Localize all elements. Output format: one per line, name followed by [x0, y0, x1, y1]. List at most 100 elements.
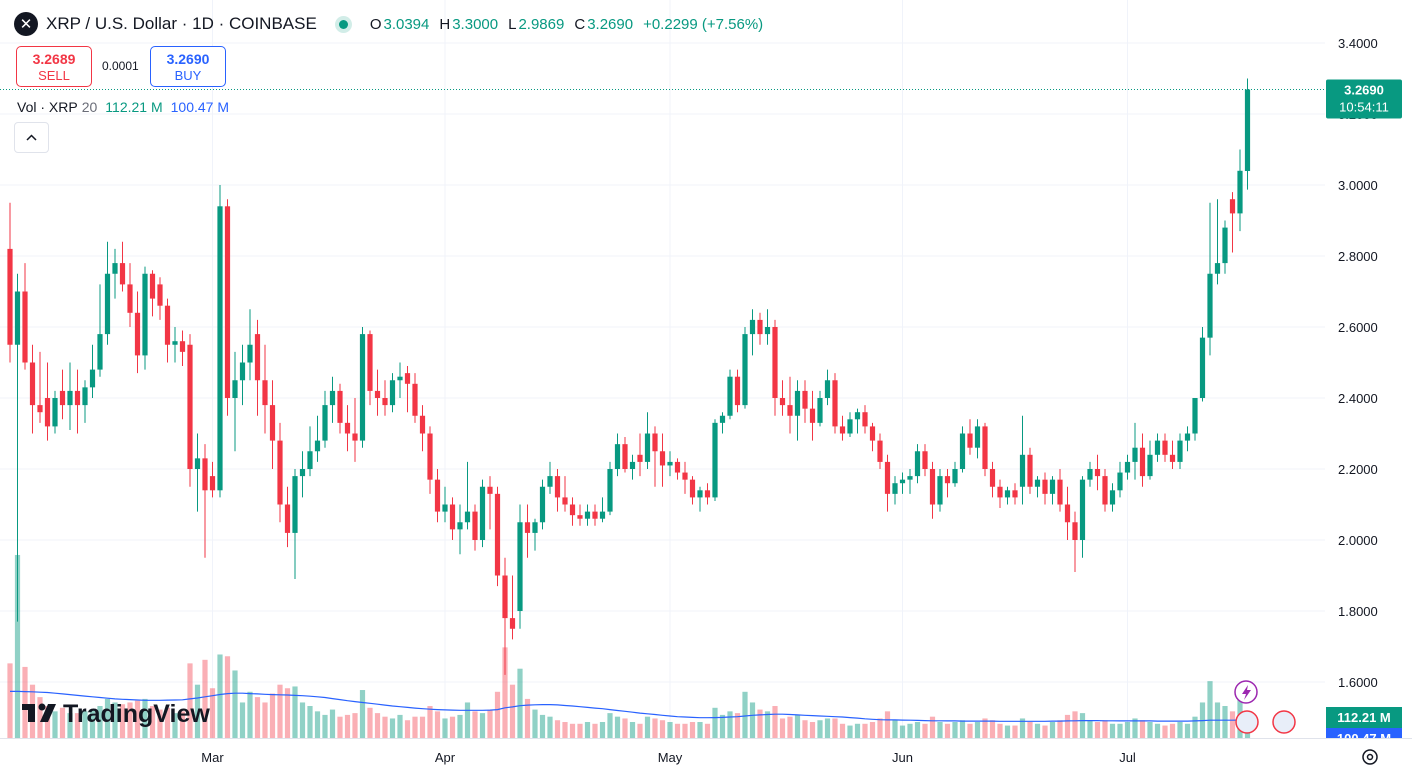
last-price-tag: [1326, 79, 1402, 119]
candle-body: [74, 390, 81, 406]
candle-body: [1072, 522, 1078, 541]
volume-bar: [614, 716, 621, 738]
candle-body: [937, 476, 943, 505]
candle-body: [307, 451, 313, 470]
candle-body: [854, 412, 861, 420]
candle-body: [727, 376, 733, 416]
volume-bar: [7, 663, 13, 738]
volume-bar: [584, 722, 591, 738]
candle-body: [952, 469, 958, 484]
candle-body: [982, 426, 988, 470]
volume-bar: [832, 718, 838, 738]
volume-bar: [217, 654, 223, 738]
volume-name[interactable]: Vol · XRP: [17, 99, 78, 115]
candle-body: [157, 284, 163, 306]
volume-value: 112.21 M: [105, 99, 163, 115]
candle-body: [1109, 490, 1116, 505]
candle-body: [509, 618, 516, 629]
volume-bar: [464, 702, 471, 738]
candle-body: [847, 419, 853, 434]
volume-bar: [1064, 714, 1071, 738]
volume-bar: [899, 725, 906, 738]
volume-bar: [659, 720, 666, 738]
candle-body: [1079, 479, 1086, 541]
buy-label: BUY: [174, 68, 202, 83]
candle-body: [944, 476, 951, 484]
volume-bar: [1012, 725, 1018, 738]
last-price-label: 3.2690: [1344, 82, 1384, 97]
volume-bar: [787, 716, 793, 738]
volume-bar: [479, 713, 486, 738]
volume-bar: [847, 725, 853, 738]
candle-body: [202, 458, 208, 491]
candle-body: [1207, 273, 1213, 338]
x-tick-label: Mar: [201, 750, 224, 765]
x-tick-label: May: [658, 750, 683, 765]
volume-bar: [1124, 722, 1131, 738]
volume-bar: [1034, 723, 1041, 738]
symbol-header: ✕ XRP / U.S. Dollar · 1D · COINBASE O 3.0…: [14, 12, 771, 36]
volume-bar: [1132, 718, 1138, 738]
symbol-logo: ✕: [14, 12, 38, 36]
volume-bar: [247, 691, 253, 738]
candle-body: [922, 451, 928, 470]
candle-body: [1147, 454, 1153, 477]
candle-body: [59, 390, 66, 406]
event-flag[interactable]: [1235, 710, 1259, 734]
candle-body: [179, 341, 186, 352]
volume-bar: [674, 723, 681, 738]
event-flag[interactable]: [1272, 710, 1296, 734]
volume-bar: [127, 702, 133, 738]
candle-body: [599, 511, 606, 519]
volume-bar: [119, 704, 126, 738]
settings-icon[interactable]: [1362, 749, 1378, 765]
sell-button[interactable]: 3.2689 SELL: [16, 46, 92, 87]
volume-bar: [982, 718, 988, 738]
candle-body: [1019, 454, 1026, 487]
candle-body: [479, 486, 486, 541]
candle-body: [682, 472, 688, 480]
volume-bar: [1162, 725, 1168, 738]
candle-body: [104, 273, 111, 335]
volume-bar: [329, 709, 336, 738]
candle-body: [29, 362, 36, 406]
collapse-button[interactable]: [14, 122, 49, 153]
candle-body: [929, 469, 936, 505]
volume-bar: [892, 720, 898, 738]
volume-bar: [352, 713, 358, 738]
candle-body: [712, 422, 718, 498]
candle-body: [67, 390, 73, 406]
candle-body: [517, 522, 523, 612]
volume-bar: [839, 723, 846, 738]
candle-body: [719, 415, 726, 423]
candle-body: [1102, 476, 1108, 505]
candle-body: [779, 398, 786, 406]
price-tags: 3.2690 10:54:11 112.21 M 100.47 M: [0, 79, 1402, 738]
volume-bar: [112, 702, 118, 738]
brand-logo: TradingView: [22, 700, 210, 728]
candle-body: [772, 327, 778, 399]
buy-price: 3.2690: [166, 51, 210, 67]
volume-bar: [299, 702, 306, 738]
buy-button[interactable]: 3.2690 BUY: [150, 46, 226, 87]
volume-bar: [52, 711, 58, 738]
candle-body: [277, 440, 283, 505]
volume-bar: [1192, 716, 1198, 738]
candle-body: [697, 490, 703, 498]
candle-body: [1214, 263, 1221, 274]
candle-body: [1117, 472, 1123, 491]
candle-body: [562, 497, 568, 505]
volume-bar: [472, 711, 478, 738]
volume-tag-label: 112.21 M: [1337, 710, 1391, 725]
candle-body: [749, 319, 756, 335]
volume-bar: [997, 723, 1003, 738]
candle-body: [644, 433, 651, 462]
symbol-title[interactable]: XRP / U.S. Dollar · 1D · COINBASE: [46, 14, 317, 33]
volume-bar: [419, 716, 426, 738]
volume-bar: [382, 716, 388, 738]
candle-body: [704, 490, 711, 498]
candle-body: [577, 515, 583, 519]
volume-bar: [37, 697, 43, 738]
candle-body: [292, 476, 298, 533]
sell-label: SELL: [38, 68, 70, 83]
